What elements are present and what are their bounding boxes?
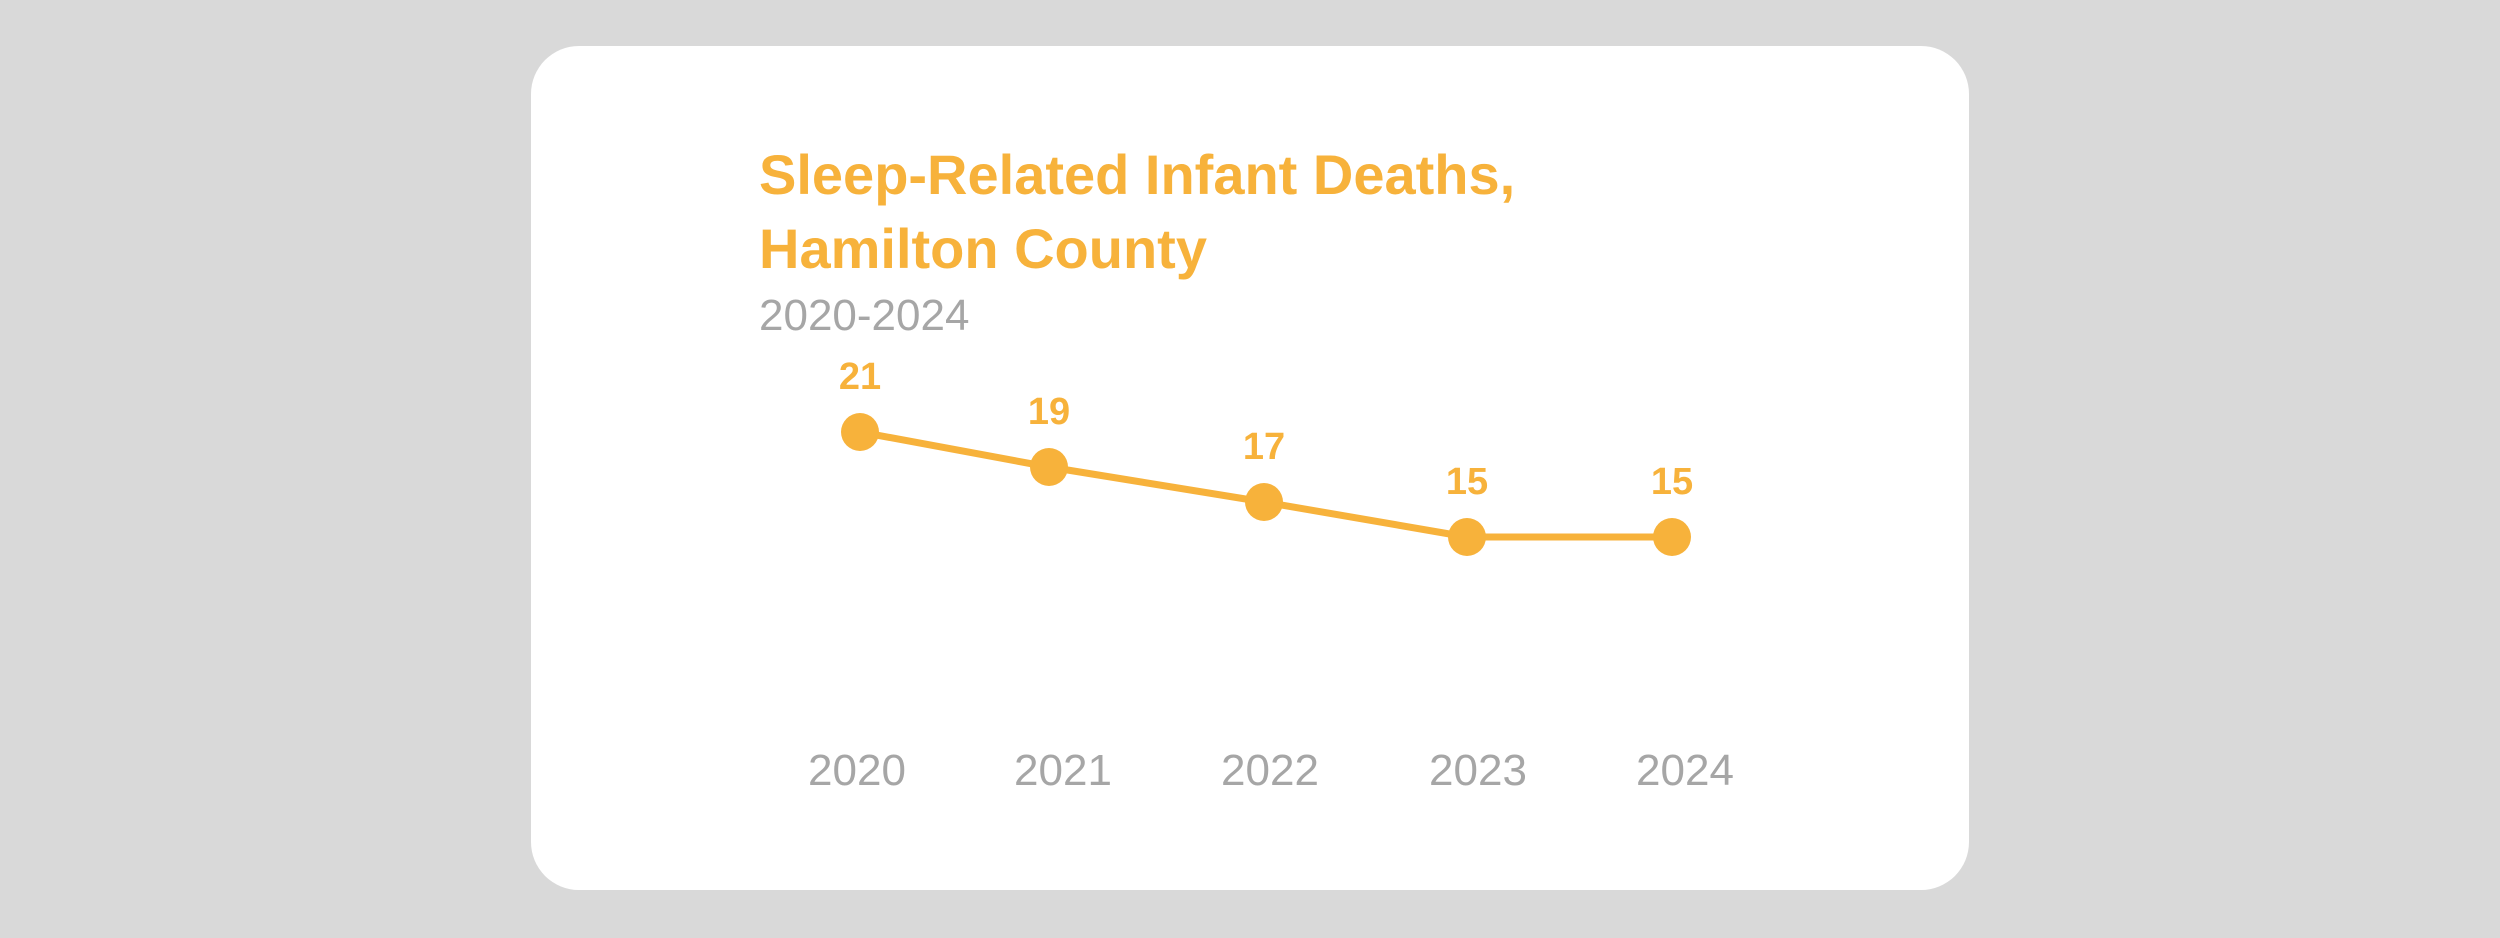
chart-title: Sleep-Related Infant Deaths, Hamilton Co… [759, 143, 1516, 280]
chart-subtitle: 2020-2024 [759, 291, 970, 340]
data-point-2024 [1653, 518, 1691, 556]
data-label-2024: 15 [1651, 461, 1693, 503]
plot-area: 21 19 17 15 15 2020 2021 2022 2023 2024 [808, 356, 1734, 795]
x-tick-label-2023: 2023 [1429, 746, 1527, 795]
data-label-2023: 15 [1446, 461, 1488, 503]
data-point-2021 [1030, 448, 1068, 486]
data-point-2020 [841, 413, 879, 451]
data-point-2022 [1245, 483, 1283, 521]
x-tick-label-2021: 2021 [1014, 746, 1112, 795]
data-label-2020: 21 [839, 356, 881, 398]
chart-card [531, 46, 1969, 890]
x-tick-label-2024: 2024 [1636, 746, 1734, 795]
data-label-2022: 17 [1243, 426, 1285, 468]
x-tick-label-2020: 2020 [808, 746, 906, 795]
data-label-2021: 19 [1028, 391, 1070, 433]
data-point-2023 [1448, 518, 1486, 556]
x-tick-label-2022: 2022 [1221, 746, 1319, 795]
